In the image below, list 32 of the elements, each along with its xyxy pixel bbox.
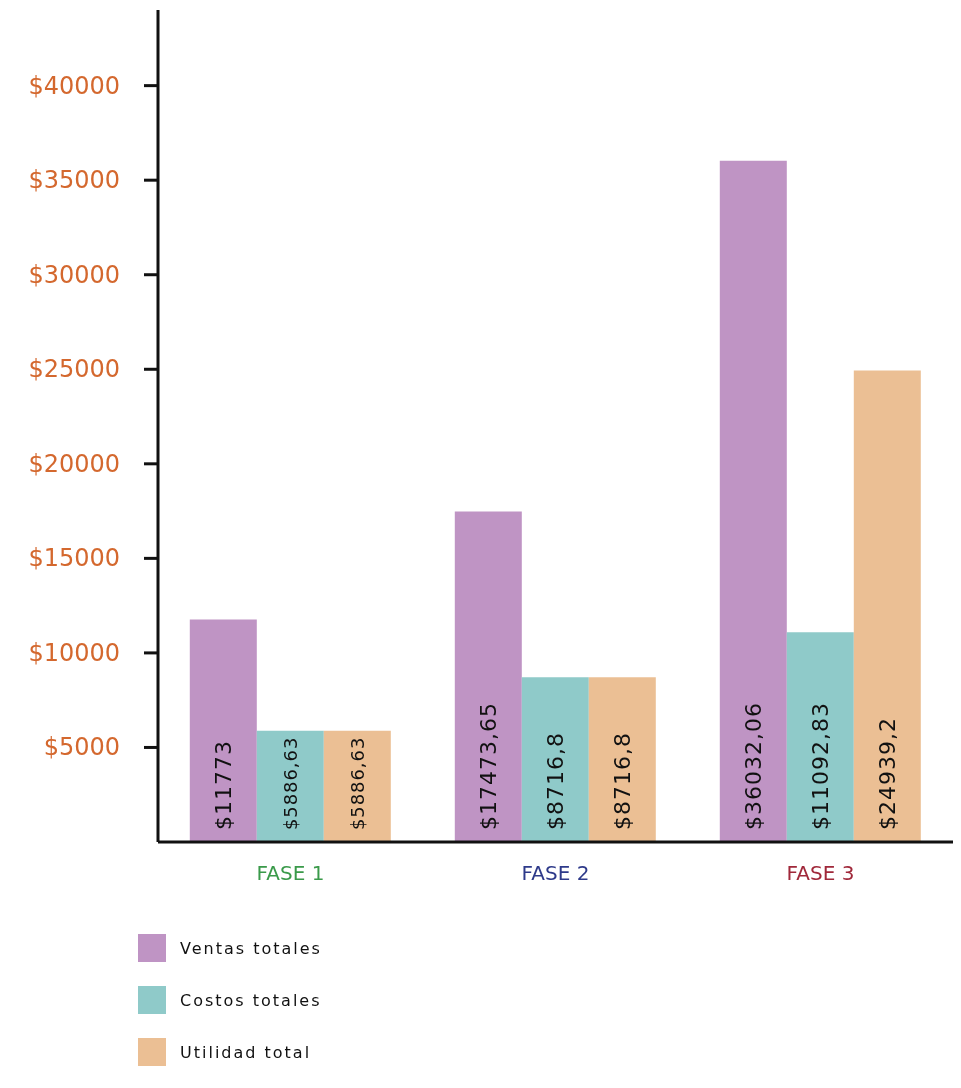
y-tick-label: $5000	[43, 733, 120, 762]
bar	[588, 677, 656, 842]
data-label: $5886,63	[346, 736, 368, 830]
data-label: $36032,06	[740, 702, 766, 830]
data-label: $24939,2	[874, 717, 900, 830]
bar	[454, 511, 522, 842]
bar	[256, 730, 324, 842]
data-label: $11092,83	[807, 702, 833, 830]
y-tick-label: $15000	[28, 544, 120, 573]
bar	[521, 677, 589, 842]
bar	[853, 370, 921, 842]
bar	[719, 160, 787, 842]
bar	[786, 632, 854, 842]
legend-label: Utilidad total	[180, 1042, 312, 1062]
data-label: $11773	[210, 740, 236, 830]
y-tick-label: $20000	[28, 449, 120, 478]
y-tick-label: $35000	[28, 166, 120, 195]
x-tick-label: FASE 1	[256, 861, 325, 885]
y-tick-label: $30000	[28, 260, 120, 289]
y-tick-label: $10000	[28, 638, 120, 667]
data-label: $8716,8	[542, 732, 568, 830]
data-label: $17473,65	[475, 702, 501, 830]
x-tick-label: FASE 2	[521, 861, 590, 885]
bar	[189, 619, 257, 842]
y-tick-label: $40000	[28, 71, 120, 100]
y-tick-label: $25000	[28, 355, 120, 384]
x-tick-label: FASE 3	[786, 861, 855, 885]
data-label: $5886,63	[279, 736, 301, 830]
data-label: $8716,8	[609, 732, 635, 830]
legend-label: Ventas totales	[180, 938, 322, 958]
legend-label: Costos totales	[180, 990, 322, 1010]
bar	[323, 730, 391, 842]
